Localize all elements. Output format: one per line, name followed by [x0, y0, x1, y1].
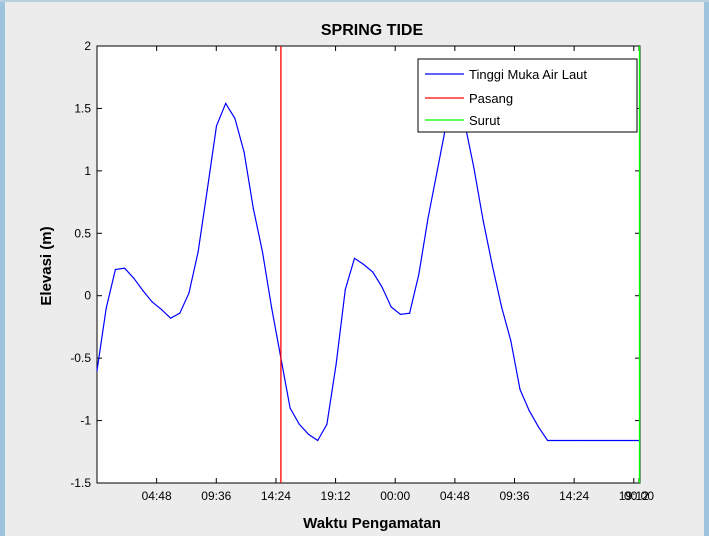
x-tick-label: 04:48 [142, 489, 172, 503]
tide-point [390, 306, 392, 308]
x-tick-label: 00:00 [624, 489, 654, 503]
tide-point [491, 265, 493, 267]
y-tick-label: -1 [80, 414, 91, 428]
tide-point [565, 439, 567, 442]
tide-point [501, 306, 503, 308]
tide-point [399, 313, 401, 315]
tide-point [160, 308, 162, 310]
tide-point [170, 317, 172, 319]
tide-point [583, 439, 585, 442]
x-tick-label: 04:48 [440, 489, 470, 503]
y-tick-label: 2 [84, 39, 91, 53]
tide-point [124, 267, 126, 269]
tide-point [436, 170, 438, 172]
y-tick-label: 0.5 [74, 226, 91, 240]
x-tick-label: 19:12 [619, 489, 649, 503]
x-tick-label: 14:24 [261, 489, 291, 503]
y-tick-label: -0.5 [70, 351, 91, 365]
x-axis-label: Waktu Pengamatan [303, 515, 441, 532]
tide-point [574, 439, 576, 442]
legend-label-tide: Tinggi Muka Air Laut [469, 67, 587, 82]
tide-point [234, 117, 236, 119]
tide-point [298, 423, 300, 425]
legend-label-pasang: Pasang [469, 91, 513, 106]
tide-point [363, 263, 365, 266]
window-right-edge [704, 0, 709, 536]
tide-point [427, 217, 429, 219]
tide-point [188, 292, 190, 294]
tide-point [556, 439, 558, 442]
x-tick-label: 09:36 [201, 489, 231, 503]
x-axis-ticks: 04:48 09:36 14:24 19:12 00:00 04:48 09:36 14:24… [142, 46, 654, 503]
x-tick-label: 00:00 [380, 489, 410, 503]
tide-point [418, 273, 420, 276]
tide-point [611, 439, 613, 442]
tide-point [243, 151, 245, 153]
window-top-edge [0, 0, 709, 2]
plot-lines [96, 46, 641, 483]
tide-point [353, 257, 356, 259]
legend: Tinggi Muka Air Laut Pasang Surut [417, 58, 638, 133]
tide-point [105, 307, 107, 309]
tide-point [629, 439, 631, 442]
tide-point [335, 363, 337, 365]
tide-point [537, 426, 540, 428]
tide-point [179, 312, 181, 314]
tide-point [133, 277, 135, 279]
window-left-edge [0, 0, 5, 536]
y-tick-label: 1 [84, 164, 91, 178]
tide-point [225, 102, 227, 104]
tide-point [381, 286, 383, 288]
tide-point [252, 207, 254, 209]
tide-point [547, 439, 549, 442]
tide-point [519, 388, 521, 390]
tide-point [289, 407, 291, 409]
y-axis-label: Elevasi (m) [38, 226, 55, 305]
tide-point [620, 439, 622, 442]
tide-point [142, 290, 144, 292]
tide-point [215, 125, 218, 127]
tide-point [271, 307, 273, 309]
tide-point [326, 423, 328, 425]
tide-point [261, 251, 264, 253]
tide-point [482, 220, 484, 222]
x-tick-label: 14:24 [559, 489, 589, 503]
legend-label-surut: Surut [469, 113, 500, 128]
y-tick-label: 0 [84, 289, 91, 303]
tide-point [96, 370, 98, 372]
tide-point [114, 268, 116, 271]
tide-point [528, 410, 530, 412]
x-tick-label: 19:12 [321, 489, 351, 503]
y-tick-label: 1.5 [74, 101, 91, 115]
tide-point [409, 312, 411, 314]
tide-point [206, 189, 208, 191]
tide-point [344, 288, 346, 291]
tide-point [372, 271, 374, 273]
tide-point [197, 251, 199, 253]
tide-point [602, 439, 604, 442]
tide-point [592, 439, 595, 442]
tide-point [151, 301, 153, 303]
tide-point [510, 340, 512, 342]
tide-point [473, 167, 475, 169]
tide-point [307, 433, 310, 435]
y-tick-label: -1.5 [70, 476, 91, 490]
tide-point [317, 439, 319, 442]
tide-series-line [96, 102, 640, 442]
chart-title: SPRING TIDE [321, 22, 424, 39]
x-tick-label: 09:36 [499, 489, 529, 503]
